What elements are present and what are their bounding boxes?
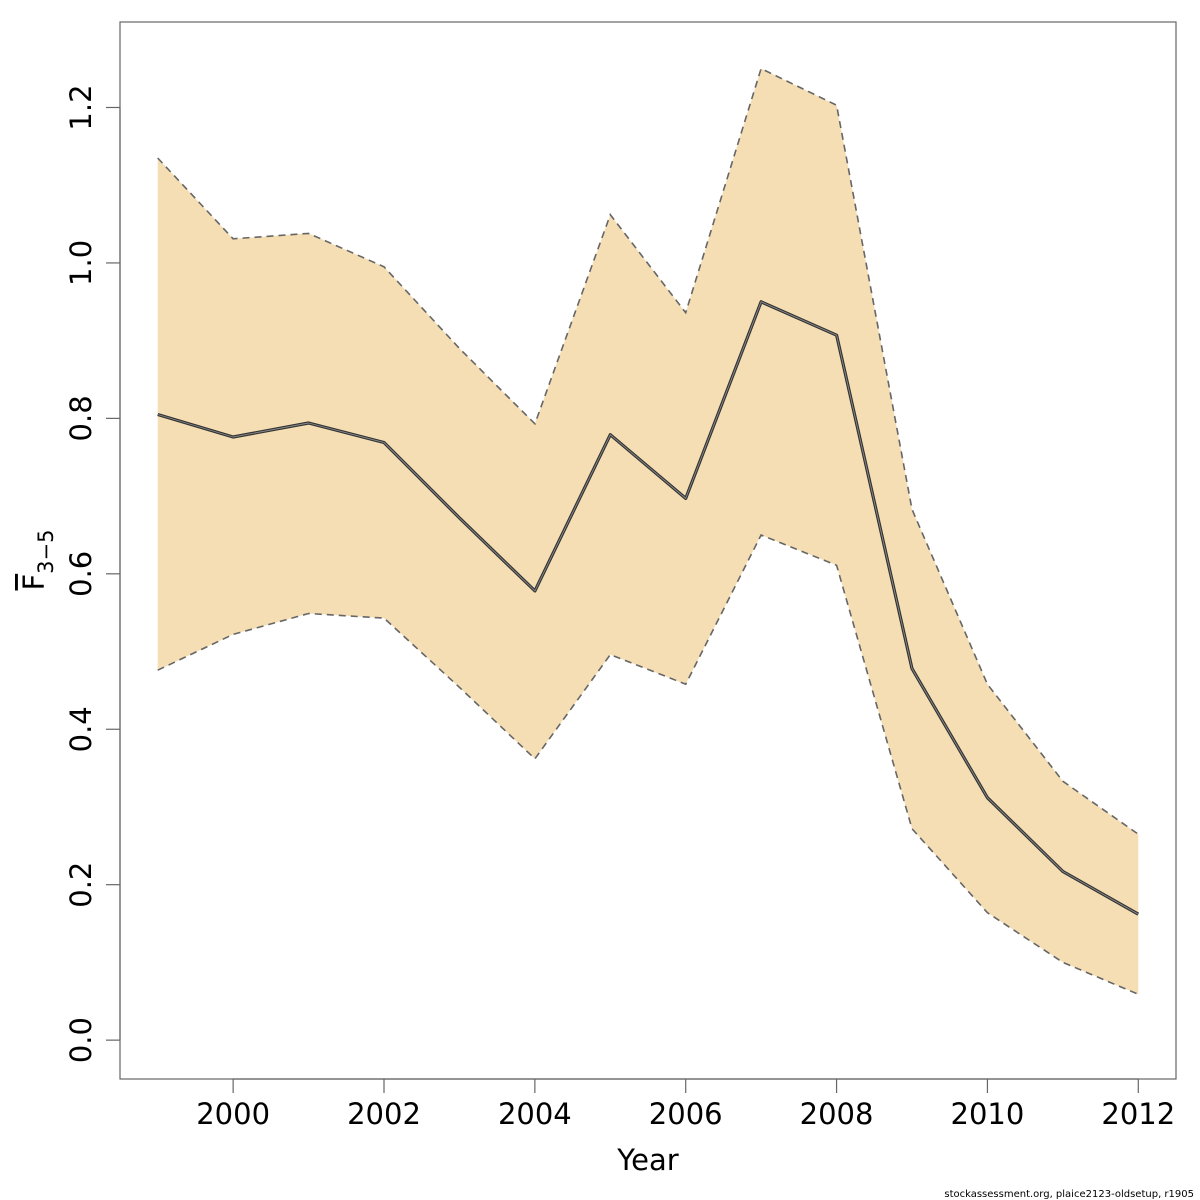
x-tick-label: 2012 <box>1101 1097 1175 1131</box>
footer-credit: stockassessment.org, plaice2123-oldsetup… <box>944 1189 1194 1200</box>
estimate-line-inner <box>157 301 1139 915</box>
lower-bound-line <box>157 533 1139 996</box>
x-tick-label: 2002 <box>347 1097 421 1131</box>
confidence-band-layer <box>157 68 1139 995</box>
confidence-band <box>157 68 1139 995</box>
y-axis-title: F3−5 <box>17 529 58 590</box>
y-axis-title-subscript: 3−5 <box>34 529 58 573</box>
y-tick-label: 0.2 <box>64 862 98 908</box>
y-axis-title-main: F <box>17 574 51 591</box>
y-tick-label: 1.0 <box>64 240 98 286</box>
upper-bound-line <box>157 67 1139 835</box>
y-tick-label: 1.2 <box>64 84 98 130</box>
y-axis: 0.0 0.2 0.4 0.6 0.8 1.0 1.2 <box>64 84 121 1063</box>
y-tick-label: 0.6 <box>64 551 98 597</box>
x-axis-title: Year <box>616 1143 678 1177</box>
y-tick-label: 0.4 <box>64 706 98 752</box>
x-tick-label: 2008 <box>800 1097 874 1131</box>
series-line-layer <box>157 67 1140 996</box>
x-tick-label: 2000 <box>196 1097 270 1131</box>
y-tick-label: 0.8 <box>64 395 98 441</box>
x-tick-label: 2004 <box>498 1097 572 1131</box>
y-tick-label: 0.0 <box>64 1017 98 1063</box>
x-tick-label: 2010 <box>951 1097 1025 1131</box>
x-tick-label: 2006 <box>649 1097 723 1131</box>
svg-text:F3−5: F3−5 <box>17 529 58 590</box>
x-axis: 2000 2002 2004 2006 2008 2010 2012 <box>196 1078 1175 1131</box>
